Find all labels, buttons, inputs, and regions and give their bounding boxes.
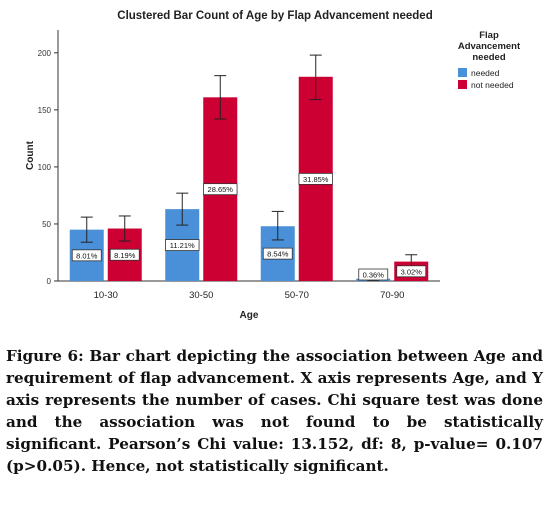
y-tick-label: 200 bbox=[38, 49, 52, 58]
y-tick-label: 50 bbox=[42, 220, 51, 229]
data-label: 8.19% bbox=[114, 251, 136, 260]
data-label-box bbox=[358, 268, 389, 281]
y-tick-label: 150 bbox=[38, 106, 52, 115]
x-axis-label: Age bbox=[240, 310, 259, 321]
data-label: 8.01% bbox=[76, 251, 98, 260]
legend-title: needed bbox=[472, 52, 505, 63]
data-label-box bbox=[71, 249, 102, 262]
y-tick-label: 0 bbox=[47, 277, 52, 286]
x-tick-label: 50-70 bbox=[285, 290, 309, 301]
chart-title: Clustered Bar Count of Age by Flap Advan… bbox=[117, 10, 432, 22]
y-axis-label: Count bbox=[25, 140, 36, 170]
x-tick-label: 70-90 bbox=[380, 290, 404, 301]
data-label: 31.85% bbox=[303, 175, 329, 184]
clustered-bar-chart: Clustered Bar Count of Age by Flap Advan… bbox=[25, 10, 521, 321]
data-label: 11.21% bbox=[170, 241, 195, 250]
x-tick-label: 10-30 bbox=[94, 290, 118, 301]
data-label: 28.65% bbox=[208, 185, 234, 194]
legend-swatch bbox=[458, 68, 467, 77]
figure-caption: Figure 6: Bar chart depicting the associ… bbox=[6, 347, 543, 475]
data-label: 8.54% bbox=[267, 250, 289, 259]
legend-item-label: not needed bbox=[471, 80, 514, 90]
bars-group: 8.01% 8.19% 11.21% 28.65% 8.54% 31.85% 0.36% 3.… bbox=[69, 54, 429, 282]
data-label-box bbox=[396, 265, 427, 278]
legend-title: Advancement bbox=[458, 41, 521, 52]
data-label-box bbox=[262, 247, 293, 260]
data-label: 3.02% bbox=[401, 267, 423, 276]
y-tick-label: 100 bbox=[38, 163, 52, 172]
legend-item-label: needed bbox=[471, 68, 500, 78]
data-label-box bbox=[109, 248, 140, 261]
legend-title: Flap bbox=[479, 30, 499, 41]
x-tick-label: 30-50 bbox=[189, 290, 213, 301]
legend-swatch bbox=[458, 80, 467, 89]
data-label-box bbox=[298, 172, 333, 185]
chart-area: Clustered Bar Count of Age by Flap Advan… bbox=[25, 10, 521, 321]
data-label-box bbox=[203, 183, 238, 196]
data-label: 0.36% bbox=[363, 271, 385, 280]
data-label-box bbox=[165, 239, 200, 251]
